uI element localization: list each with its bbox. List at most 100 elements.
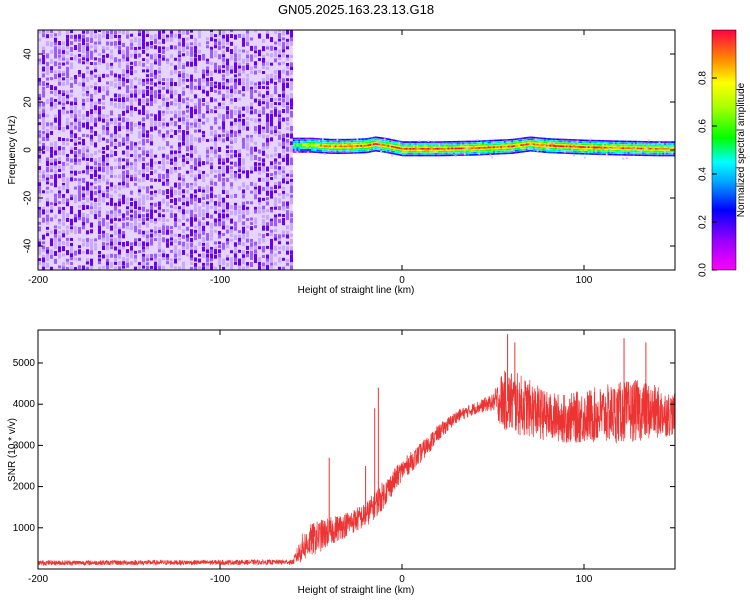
noise-cell [254, 54, 257, 58]
noise-cell [106, 114, 109, 118]
signal-cell [349, 146, 352, 149]
noise-cell [182, 62, 185, 66]
signal-cell [387, 142, 390, 144]
signal-cell [584, 151, 586, 153]
noise-cell [78, 205, 81, 209]
noise-cell [138, 89, 141, 95]
signal-cell [307, 144, 310, 147]
signal-cell [587, 141, 590, 144]
noise-cell [202, 121, 205, 125]
noise-cell [122, 150, 125, 155]
signal-cell [634, 154, 637, 156]
noise-cell [142, 234, 145, 238]
noise-cell [174, 206, 177, 210]
signal-cell [554, 149, 557, 152]
noise-cell [158, 226, 161, 231]
noise-cell [46, 146, 49, 152]
noise-cell [226, 150, 229, 154]
noise-cell [154, 161, 157, 165]
signal-cell [607, 151, 610, 154]
noise-cell [226, 78, 229, 84]
noise-cell [282, 61, 285, 65]
signal-cell [341, 146, 344, 149]
noise-cell [62, 201, 65, 205]
signal-cell [542, 147, 545, 149]
noise-cell [58, 121, 61, 126]
noise-cell [202, 266, 205, 270]
signal-cell [396, 148, 399, 150]
noise-cell [78, 137, 81, 141]
noise-cell [194, 66, 197, 71]
noise-cell [78, 58, 81, 64]
noise-cell [62, 185, 65, 191]
signal-cell [558, 145, 561, 147]
signal-cell [496, 146, 499, 148]
noise-cell [214, 249, 217, 255]
signal-cell [354, 142, 357, 145]
signal-cell [476, 145, 479, 148]
noise-cell [38, 30, 41, 34]
noise-cell [114, 266, 117, 270]
noise-cell [234, 70, 237, 74]
noise-cell [94, 101, 97, 107]
signal-cell [491, 149, 494, 152]
noise-cell [114, 78, 117, 82]
noise-cell [222, 233, 225, 237]
signal-cell [604, 145, 607, 148]
noise-cell [206, 146, 209, 150]
signal-cell [494, 147, 497, 150]
noise-cell [214, 117, 217, 122]
signal-cell [629, 150, 632, 152]
noise-cell [234, 110, 237, 116]
noise-cell [94, 110, 97, 114]
signal-cell [487, 139, 490, 142]
signal-cell [565, 140, 568, 143]
signal-cell [356, 148, 359, 150]
signal-cell [522, 139, 525, 141]
noise-cell [142, 246, 145, 251]
signal-cell [305, 151, 308, 153]
signal-cell [354, 145, 357, 147]
signal-cell [494, 139, 497, 142]
signal-cell [629, 140, 632, 143]
signal-cell [618, 150, 621, 152]
signal-cell [360, 142, 363, 144]
signal-cell [420, 150, 423, 153]
signal-cell [547, 141, 550, 144]
noise-cell [286, 109, 289, 114]
noise-cell [142, 217, 145, 222]
noise-cell [150, 197, 153, 201]
noise-cell [278, 213, 281, 217]
signal-cell [482, 151, 485, 154]
signal-cell [500, 148, 503, 151]
noise-cell [194, 262, 197, 268]
signal-cell [549, 144, 552, 147]
signal-cell [389, 146, 392, 149]
noise-cell [266, 86, 269, 90]
signal-cell [403, 152, 406, 155]
signal-cell [520, 139, 523, 142]
signal-cell [467, 144, 470, 147]
noise-cell [230, 57, 233, 61]
signal-cell [662, 145, 665, 147]
noise-cell [130, 153, 133, 157]
noise-cell [162, 178, 165, 183]
noise-cell [290, 93, 293, 99]
signal-cell [301, 145, 304, 148]
signal-cell [454, 140, 457, 143]
noise-cell [86, 146, 89, 151]
noise-cell [174, 166, 177, 170]
signal-cell [538, 150, 541, 153]
signal-cell [380, 143, 383, 146]
noise-cell [70, 41, 73, 46]
noise-cell [206, 93, 209, 97]
noise-cell [146, 209, 149, 213]
noise-cell [66, 189, 69, 194]
noise-cell [170, 166, 173, 172]
y-tick-label: 3000 [13, 440, 36, 451]
noise-cell [38, 110, 41, 116]
noise-cell [110, 225, 113, 231]
noise-cell [54, 42, 57, 46]
signal-cell [329, 140, 332, 143]
signal-cell [673, 145, 675, 147]
